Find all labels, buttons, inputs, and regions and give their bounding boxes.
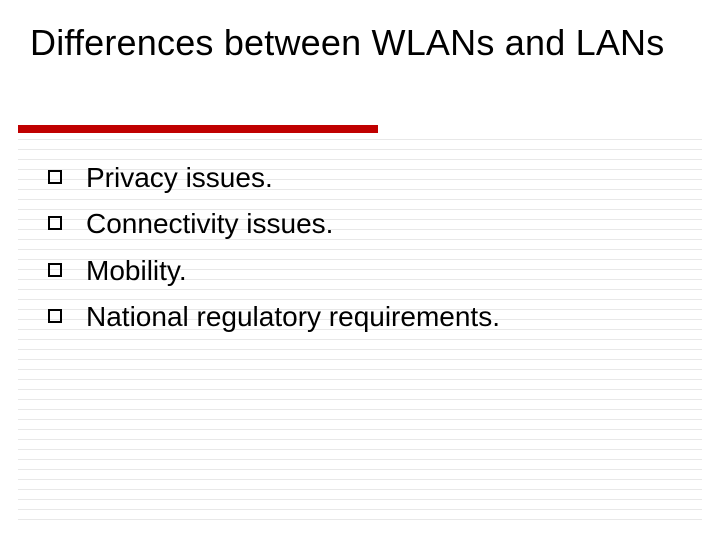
list-item: Mobility.	[48, 253, 680, 289]
square-bullet-icon	[48, 309, 62, 323]
square-bullet-icon	[48, 170, 62, 184]
list-item-text: Mobility.	[86, 253, 187, 289]
list-item-text: Privacy issues.	[86, 160, 273, 196]
list-item-text: National regulatory requirements.	[86, 299, 500, 335]
list-item: Privacy issues.	[48, 160, 680, 196]
list-item-text: Connectivity issues.	[86, 206, 333, 242]
slide: Differences between WLANs and LANs Priva…	[0, 0, 720, 540]
square-bullet-icon	[48, 216, 62, 230]
slide-title: Differences between WLANs and LANs	[30, 20, 690, 65]
bullet-list: Privacy issues. Connectivity issues. Mob…	[48, 160, 680, 346]
list-item: Connectivity issues.	[48, 206, 680, 242]
accent-bar	[18, 125, 378, 133]
square-bullet-icon	[48, 263, 62, 277]
list-item: National regulatory requirements.	[48, 299, 680, 335]
